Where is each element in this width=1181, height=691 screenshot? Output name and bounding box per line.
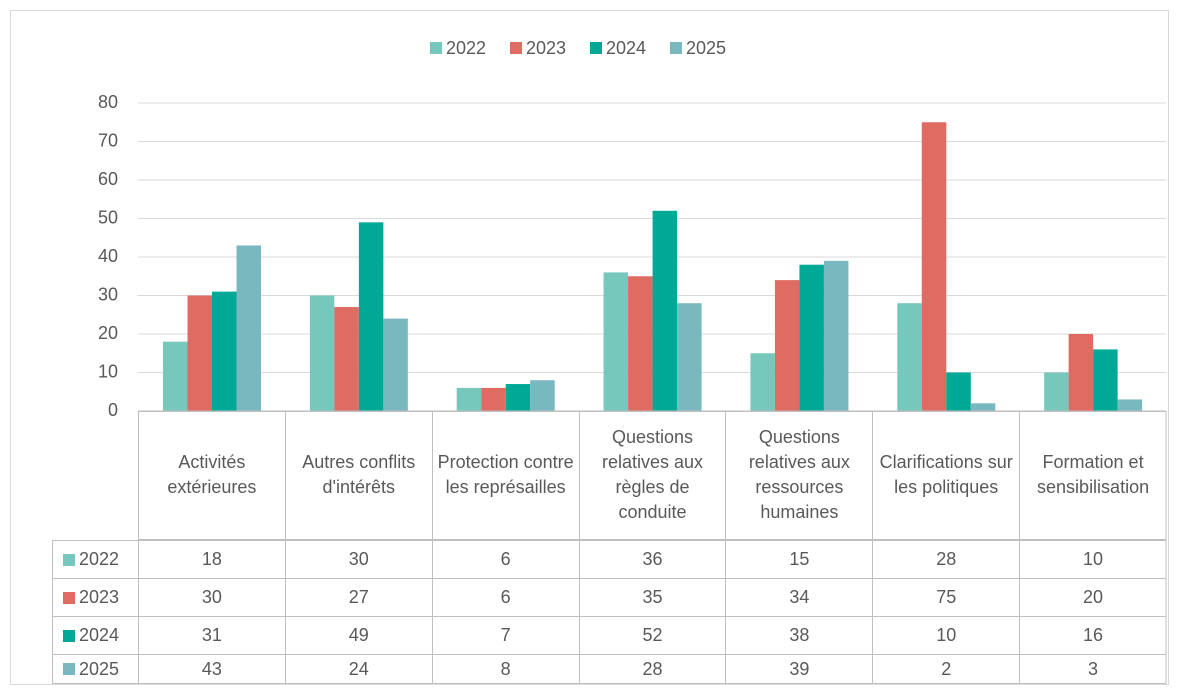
bar xyxy=(236,245,261,411)
bar xyxy=(187,295,212,411)
table-value: 6 xyxy=(431,579,579,617)
table-value: 2 xyxy=(872,655,1020,684)
table-value: 34 xyxy=(725,579,873,617)
bar xyxy=(456,387,482,411)
table-value: 35 xyxy=(578,579,726,617)
category-label: Questions relatives aux ressources humai… xyxy=(725,411,873,540)
table-value: 52 xyxy=(578,617,726,655)
bar xyxy=(1068,334,1094,411)
table-value: 28 xyxy=(872,540,1020,579)
bar xyxy=(946,372,971,411)
y-tick-label: 30 xyxy=(98,284,118,304)
table-swatch xyxy=(63,663,75,675)
table-value: 30 xyxy=(284,540,432,579)
table-value: 30 xyxy=(138,579,285,617)
table-value: 24 xyxy=(284,655,432,684)
category-label: Activités extérieures xyxy=(138,411,285,540)
table-value: 7 xyxy=(431,617,579,655)
table-row-label: 2023 xyxy=(79,587,120,607)
table-value: 10 xyxy=(872,617,1020,655)
bar xyxy=(383,318,408,411)
table-value: 15 xyxy=(725,540,873,579)
table-value: 38 xyxy=(725,617,873,655)
table-row-key: 2022 xyxy=(52,540,138,579)
table-value: 28 xyxy=(578,655,726,684)
bar xyxy=(1044,372,1069,411)
y-tick-label: 0 xyxy=(108,400,118,420)
chart-border xyxy=(10,10,1169,685)
table-value: 39 xyxy=(725,655,873,684)
legend-swatch xyxy=(510,42,522,54)
bar xyxy=(1117,399,1143,411)
y-tick-label: 80 xyxy=(98,92,118,112)
category-label: Clarifications sur les politiques xyxy=(872,411,1020,540)
category-label: Formation et sensibilisation xyxy=(1019,411,1166,540)
table-value: 31 xyxy=(138,617,285,655)
y-tick-label: 50 xyxy=(98,207,118,227)
y-tick-label: 10 xyxy=(98,361,118,381)
table-value: 20 xyxy=(1019,579,1166,617)
bar xyxy=(1093,349,1118,411)
bar xyxy=(677,303,702,411)
legend-label: 2025 xyxy=(686,38,726,58)
y-tick-label: 20 xyxy=(98,323,118,343)
legend-label: 2022 xyxy=(446,38,486,58)
table-value: 8 xyxy=(431,655,579,684)
table-value: 18 xyxy=(138,540,285,579)
bar xyxy=(358,222,384,411)
bar xyxy=(897,303,922,411)
table-value: 49 xyxy=(284,617,432,655)
table-swatch xyxy=(63,591,75,604)
bar xyxy=(481,387,506,411)
bar xyxy=(212,291,237,411)
category-label: Autres conflits d'intérêts xyxy=(284,411,432,540)
legend-label: 2024 xyxy=(606,38,646,58)
table-value: 36 xyxy=(578,540,726,579)
legend-swatch xyxy=(590,42,602,54)
legend-swatch xyxy=(430,42,442,54)
table-row-key: 2024 xyxy=(52,617,138,655)
bar xyxy=(652,210,678,411)
y-tick-label: 70 xyxy=(98,130,118,150)
bar xyxy=(970,403,996,411)
bar xyxy=(750,353,775,411)
bar xyxy=(334,307,359,411)
bar xyxy=(309,295,335,411)
bar xyxy=(628,276,653,411)
legend-swatch xyxy=(670,42,682,54)
table-value: 10 xyxy=(1019,540,1166,579)
y-tick-label: 40 xyxy=(98,246,118,266)
table-value: 75 xyxy=(872,579,1020,617)
table-row-label: 2024 xyxy=(79,625,120,645)
table-row-key: 2025 xyxy=(52,655,138,684)
bar xyxy=(603,272,629,411)
bar xyxy=(505,384,531,411)
table-value: 43 xyxy=(138,655,285,684)
table-row-label: 2025 xyxy=(79,658,120,679)
bar xyxy=(799,264,824,411)
table-swatch xyxy=(63,629,75,642)
table-row-label: 2022 xyxy=(79,549,120,569)
y-tick-label: 60 xyxy=(98,169,118,189)
category-label: Questions relatives aux règles de condui… xyxy=(578,411,726,540)
table-row-key: 2023 xyxy=(52,579,138,617)
bar xyxy=(921,122,947,411)
category-label: Protection contre les représailles xyxy=(431,411,579,540)
bar xyxy=(163,341,188,411)
table-swatch xyxy=(63,553,75,566)
bar xyxy=(774,280,800,411)
table-value: 6 xyxy=(431,540,579,579)
table-value: 27 xyxy=(284,579,432,617)
bar xyxy=(823,260,849,411)
legend-label: 2023 xyxy=(526,38,566,58)
table-value: 16 xyxy=(1019,617,1166,655)
bar xyxy=(530,380,555,411)
table-value: 3 xyxy=(1019,655,1166,684)
